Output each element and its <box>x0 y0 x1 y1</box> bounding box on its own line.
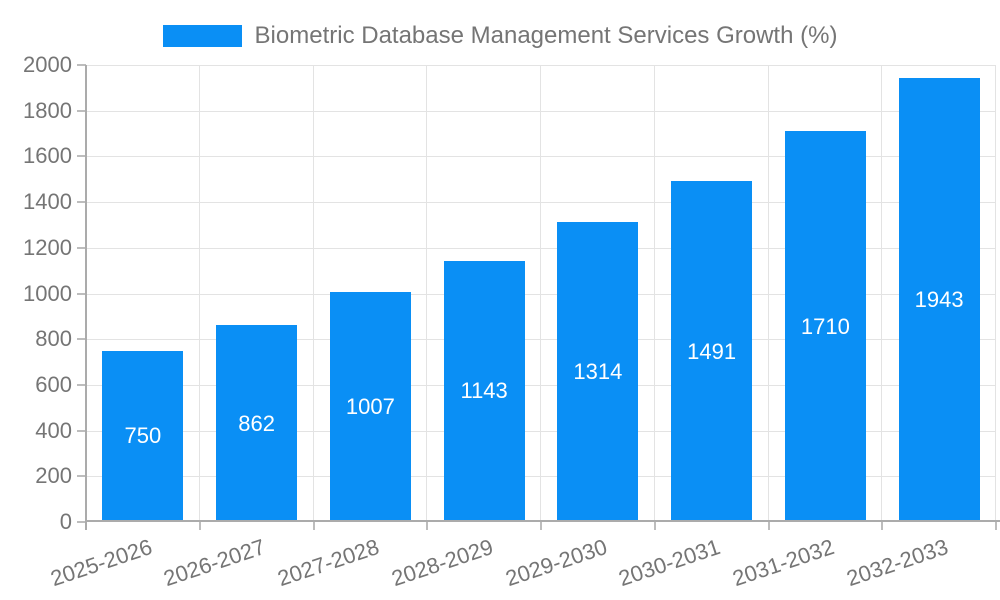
h-gridline <box>86 430 996 432</box>
x-axis-tick-label: 2032-2033 <box>843 534 952 592</box>
x-tick-mark <box>540 522 542 530</box>
legend-item[interactable]: Biometric Database Management Services G… <box>162 20 838 52</box>
bar[interactable]: 1491 <box>671 181 753 522</box>
h-gridline <box>86 384 996 386</box>
bar[interactable]: 1710 <box>784 131 866 522</box>
h-gridline <box>86 65 996 66</box>
y-tick-mark <box>77 383 86 386</box>
v-gridline <box>767 65 769 522</box>
bar[interactable]: 1943 <box>898 78 980 522</box>
x-axis-tick-label: 2029-2030 <box>502 534 610 592</box>
y-axis-tick-label: 1600 <box>23 143 72 169</box>
y-axis-tick-label: 800 <box>35 326 72 352</box>
y-tick-mark <box>77 109 86 112</box>
x-axis-tick-label: 2025-2026 <box>47 534 155 592</box>
bar[interactable]: 1007 <box>329 291 411 522</box>
y-axis-tick-label: 0 <box>59 509 72 534</box>
y-tick-mark <box>77 292 86 295</box>
y-axis-tick-label: 200 <box>35 463 72 489</box>
legend-label: Biometric Database Management Services G… <box>254 22 838 49</box>
bar[interactable]: 750 <box>102 350 184 522</box>
x-tick-mark <box>198 522 201 530</box>
h-gridline <box>86 156 996 158</box>
y-axis-tick-label: 1200 <box>23 234 72 260</box>
x-tick-mark <box>995 522 997 530</box>
bar[interactable]: 1314 <box>557 221 639 522</box>
x-tick-mark <box>312 522 315 530</box>
bar-value-label: 1314 <box>573 358 623 384</box>
v-gridline <box>881 65 883 522</box>
v-gridline <box>426 65 428 522</box>
y-tick-mark <box>77 338 86 341</box>
v-gridline <box>198 65 200 522</box>
chart-legend: Biometric Database Management Services G… <box>0 20 1000 52</box>
x-axis-tick-label: 2031-2032 <box>729 534 838 592</box>
y-axis-tick-label: 1400 <box>23 189 72 215</box>
bar[interactable]: 1143 <box>443 260 525 522</box>
bar-value-label: 1710 <box>800 313 850 339</box>
h-gridline <box>86 293 996 295</box>
bar[interactable]: 862 <box>216 325 298 522</box>
x-axis-tick-label: 2030-2031 <box>615 534 724 592</box>
y-axis-line <box>85 65 87 530</box>
y-tick-mark <box>77 64 86 66</box>
h-gridline <box>86 339 996 341</box>
v-gridline <box>540 65 541 522</box>
x-tick-mark <box>653 522 656 530</box>
h-gridline <box>86 476 996 478</box>
y-axis-tick-label: 400 <box>35 417 72 443</box>
x-axis-tick-label: 2026-2027 <box>160 534 269 592</box>
v-gridline <box>653 65 655 522</box>
bar-value-label: 1491 <box>687 338 737 364</box>
x-tick-mark <box>767 522 770 530</box>
y-tick-mark <box>77 155 86 158</box>
y-tick-mark <box>77 201 86 204</box>
y-axis-tick-label: 2000 <box>23 52 72 77</box>
y-axis-tick-label: 1000 <box>23 280 72 306</box>
y-tick-mark <box>77 521 86 523</box>
bar-value-label: 750 <box>124 423 162 449</box>
x-tick-mark <box>426 522 429 530</box>
y-tick-mark <box>77 429 86 432</box>
v-gridline <box>995 65 996 522</box>
x-axis-tick-label: 2027-2028 <box>274 534 383 592</box>
h-gridline <box>86 202 996 204</box>
bar-value-label: 1943 <box>914 287 964 312</box>
y-axis-tick-label: 600 <box>35 371 72 397</box>
plot-area: 750 862 1007 1143 1314 1491 1710 1943 <box>86 65 996 522</box>
y-axis-tick-label: 1800 <box>23 97 72 123</box>
bar-value-label: 862 <box>238 410 275 436</box>
legend-swatch <box>162 25 242 47</box>
x-axis-line <box>85 520 1000 522</box>
bar-value-label: 1007 <box>345 393 395 419</box>
h-gridline <box>86 110 996 112</box>
v-gridline <box>312 65 314 522</box>
x-axis-tick-label: 2028-2029 <box>388 534 497 592</box>
h-gridline <box>86 247 996 249</box>
x-tick-mark <box>881 522 884 530</box>
y-tick-mark <box>77 246 86 249</box>
bar-value-label: 1143 <box>460 378 508 404</box>
y-tick-mark <box>77 475 86 478</box>
